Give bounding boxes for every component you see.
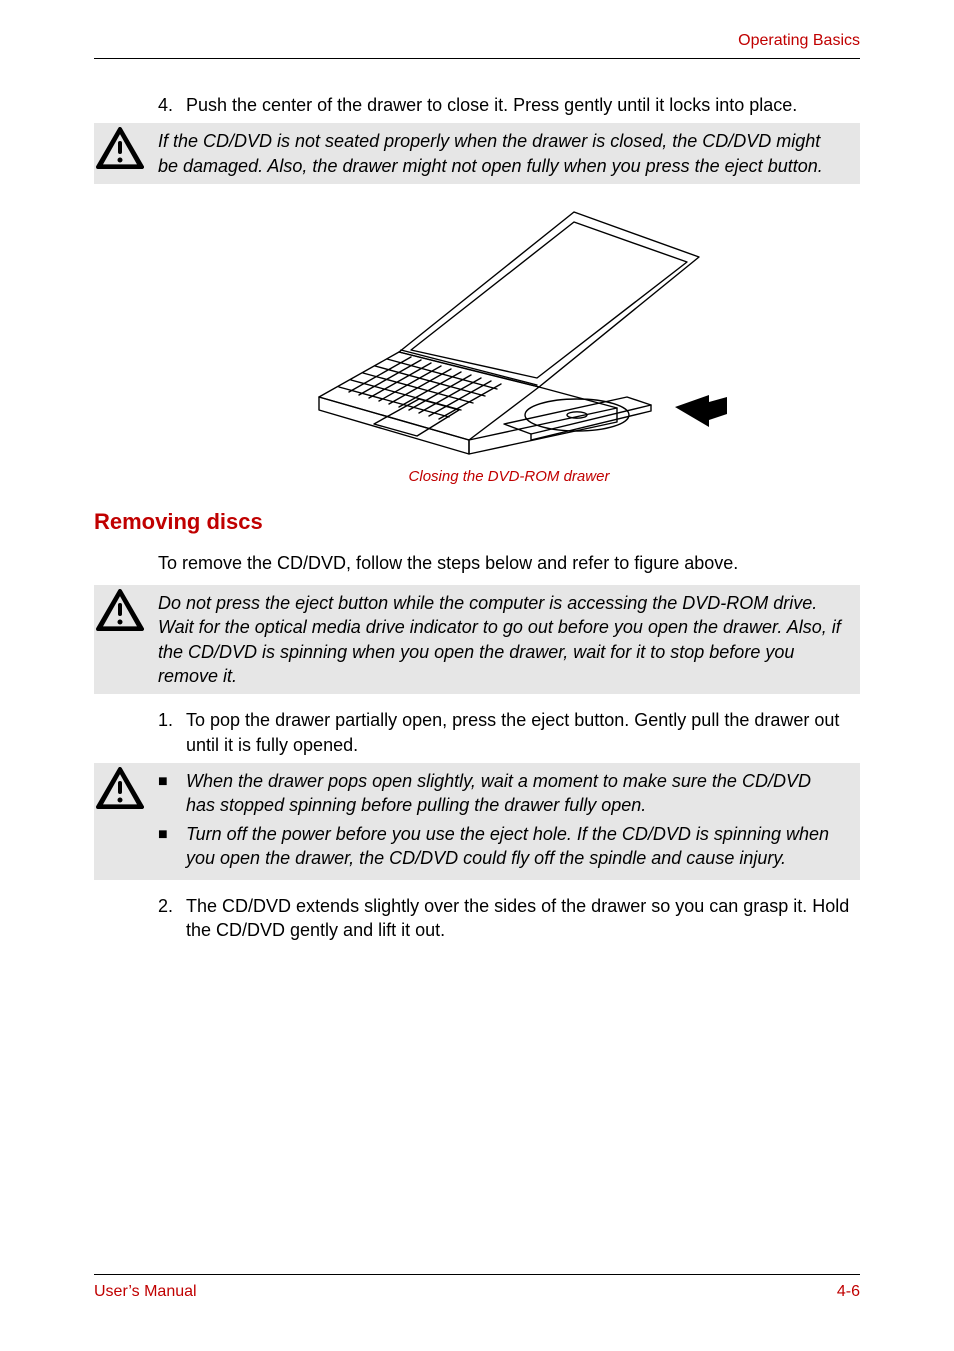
step-4-text: Push the center of the drawer to close i… xyxy=(186,93,860,117)
footer-right: 4-6 xyxy=(837,1283,860,1301)
laptop-illustration xyxy=(279,202,739,462)
caution-3-bullet-2: ■ Turn off the power before you use the … xyxy=(158,822,844,871)
step-1: 1. To pop the drawer partially open, pre… xyxy=(158,708,860,757)
figure-closing-drawer: Closing the DVD-ROM drawer xyxy=(158,202,860,485)
step-4: 4. Push the center of the drawer to clos… xyxy=(158,93,860,117)
section-intro: To remove the CD/DVD, follow the steps b… xyxy=(158,551,860,575)
caution-3-bullet-1: ■ When the drawer pops open slightly, wa… xyxy=(158,769,844,818)
caution-2-text: Do not press the eject button while the … xyxy=(158,589,854,688)
header-rule xyxy=(94,58,860,59)
step-2-num: 2. xyxy=(158,894,186,943)
caution-3-icon-wrap xyxy=(94,767,158,811)
bullet-mark: ■ xyxy=(158,822,186,871)
figure-caption: Closing the DVD-ROM drawer xyxy=(158,468,860,485)
caution-1: If the CD/DVD is not seated properly whe… xyxy=(94,123,860,184)
caution-3: ■ When the drawer pops open slightly, wa… xyxy=(94,763,860,880)
content-area: 4. Push the center of the drawer to clos… xyxy=(158,93,860,943)
section-heading-removing-discs: Removing discs xyxy=(94,509,860,535)
footer-left: User’s Manual xyxy=(94,1283,197,1301)
warning-triangle-icon xyxy=(96,767,144,811)
caution-3-bullet-1-text: When the drawer pops open slightly, wait… xyxy=(186,769,844,818)
caution-3-body: ■ When the drawer pops open slightly, wa… xyxy=(158,767,854,874)
footer-row: User’s Manual 4-6 xyxy=(94,1283,860,1301)
footer: User’s Manual 4-6 xyxy=(94,1274,860,1301)
step-1-text: To pop the drawer partially open, press … xyxy=(186,708,860,757)
step-1-num: 1. xyxy=(158,708,186,757)
caution-2: Do not press the eject button while the … xyxy=(94,585,860,694)
step-2-text: The CD/DVD extends slightly over the sid… xyxy=(186,894,860,943)
caution-1-text: If the CD/DVD is not seated properly whe… xyxy=(158,127,854,178)
warning-triangle-icon xyxy=(96,127,144,171)
warning-triangle-icon xyxy=(96,589,144,633)
step-2: 2. The CD/DVD extends slightly over the … xyxy=(158,894,860,943)
page: Operating Basics 4. Push the center of t… xyxy=(0,0,954,1351)
running-header: Operating Basics xyxy=(94,32,860,58)
step-4-num: 4. xyxy=(158,93,186,117)
footer-rule xyxy=(94,1274,860,1275)
bullet-mark: ■ xyxy=(158,769,186,818)
caution-2-icon-wrap xyxy=(94,589,158,633)
caution-1-icon-wrap xyxy=(94,127,158,171)
caution-3-bullet-2-text: Turn off the power before you use the ej… xyxy=(186,822,844,871)
